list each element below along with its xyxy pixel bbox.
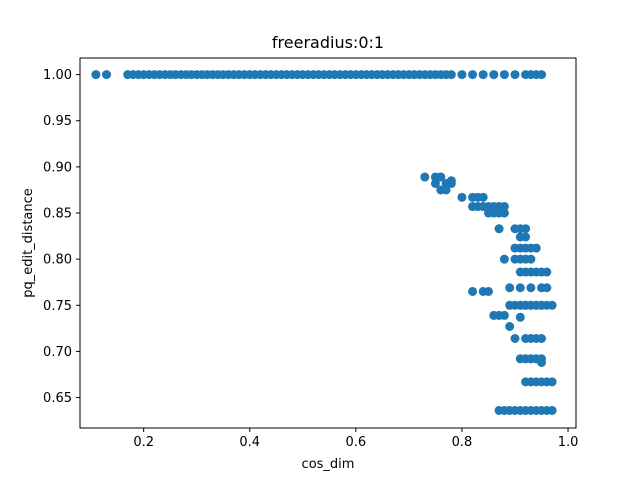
data-point bbox=[515, 312, 525, 322]
x-tick-label: 0.4 bbox=[239, 435, 260, 450]
data-point bbox=[542, 283, 552, 293]
y-tick-label: 1.00 bbox=[43, 68, 72, 83]
data-point bbox=[510, 334, 520, 343]
data-point bbox=[547, 377, 557, 387]
y-axis-label: pq_edit_distance bbox=[21, 188, 36, 298]
data-point bbox=[468, 70, 478, 80]
y-tick-label: 0.90 bbox=[43, 160, 72, 175]
x-axis: 0.2 0.4 0.6 0.8 1.0 bbox=[133, 428, 578, 450]
data-point bbox=[499, 254, 509, 264]
data-point bbox=[521, 232, 531, 242]
data-point bbox=[441, 185, 451, 195]
data-point bbox=[537, 334, 547, 343]
data-point bbox=[531, 243, 541, 253]
data-point bbox=[436, 172, 446, 182]
y-tick-label: 0.75 bbox=[43, 299, 72, 314]
data-point bbox=[510, 70, 520, 80]
data-point bbox=[526, 254, 536, 264]
x-tick-label: 0.2 bbox=[133, 435, 154, 450]
data-point bbox=[91, 70, 101, 80]
chart-title: freeradius:0:1 bbox=[272, 33, 384, 52]
y-axis: 0.65 0.70 0.75 0.80 0.85 0.90 0.95 1.00 bbox=[43, 68, 80, 406]
data-point bbox=[478, 192, 488, 202]
data-point bbox=[499, 202, 509, 212]
data-point bbox=[494, 224, 504, 234]
data-point bbox=[547, 405, 557, 415]
data-point bbox=[526, 283, 536, 293]
data-point bbox=[446, 70, 456, 80]
data-point bbox=[499, 310, 509, 320]
data-point bbox=[515, 283, 525, 293]
data-point bbox=[537, 354, 547, 364]
y-tick-label: 0.85 bbox=[43, 207, 72, 222]
data-point bbox=[430, 178, 440, 188]
data-point bbox=[468, 286, 478, 296]
data-point bbox=[542, 267, 552, 277]
data-points bbox=[91, 70, 557, 415]
data-point bbox=[505, 283, 515, 293]
data-point bbox=[499, 70, 509, 80]
data-point bbox=[505, 322, 515, 331]
data-point bbox=[489, 70, 499, 80]
data-point bbox=[537, 70, 547, 80]
x-tick-label: 0.8 bbox=[452, 435, 473, 450]
data-point bbox=[547, 300, 557, 310]
data-point bbox=[521, 224, 531, 234]
x-axis-label: cos_dim bbox=[302, 457, 355, 472]
data-point bbox=[478, 70, 488, 80]
y-tick-label: 0.80 bbox=[43, 253, 72, 268]
data-point bbox=[499, 208, 509, 218]
plot-area-frame bbox=[79, 57, 577, 429]
data-point bbox=[457, 70, 467, 80]
x-tick-label: 1.0 bbox=[558, 435, 579, 450]
y-tick-label: 0.65 bbox=[43, 391, 72, 406]
data-point bbox=[483, 286, 493, 296]
data-point bbox=[102, 70, 112, 80]
y-tick-label: 0.70 bbox=[43, 345, 72, 360]
data-point bbox=[457, 192, 467, 202]
x-tick-label: 0.6 bbox=[346, 435, 367, 450]
y-tick-label: 0.95 bbox=[43, 114, 72, 129]
data-point bbox=[420, 172, 430, 182]
data-point bbox=[446, 178, 456, 188]
